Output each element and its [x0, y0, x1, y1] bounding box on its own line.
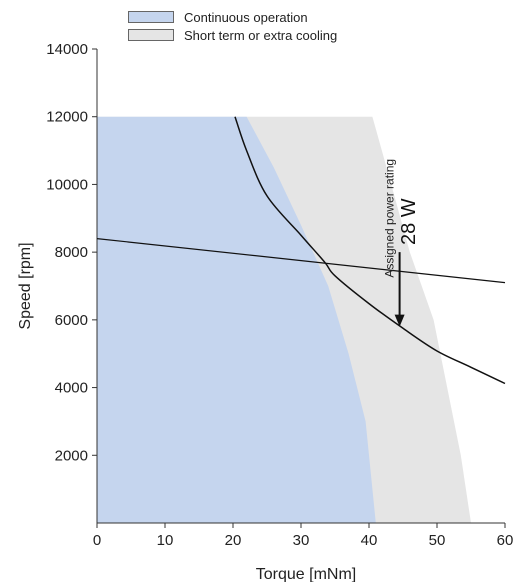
y-tick-label-8000: 8000 [55, 244, 88, 261]
legend-label-short-term: Short term or extra cooling [184, 27, 338, 43]
power-rating-curve [234, 116, 506, 385]
power-arrow-head [394, 314, 405, 327]
y-tick-label-12000: 12000 [46, 109, 88, 126]
legend: Continuous operation Short term or extra… [128, 8, 337, 44]
annotation-assigned-power-rating: Assigned power rating [383, 159, 397, 278]
x-tick-label-20: 20 [225, 532, 242, 549]
x-tick-label-30: 30 [293, 532, 310, 549]
legend-swatch-short-term [128, 29, 174, 41]
y-tick-label-4000: 4000 [55, 380, 88, 397]
x-tick-label-50: 50 [429, 532, 446, 549]
legend-swatch-continuous [128, 11, 174, 23]
y-axis-label: Speed [rpm] [17, 242, 34, 329]
speed-torque-line [96, 238, 506, 284]
legend-item-short-term: Short term or extra cooling [128, 26, 337, 44]
legend-label-continuous: Continuous operation [184, 9, 308, 25]
annotation-28w: 28 W [398, 198, 420, 245]
x-axis-label: Torque [mNm] [256, 566, 356, 582]
y-tick-label-10000: 10000 [46, 176, 88, 193]
y-tick-label-6000: 6000 [55, 312, 88, 329]
y-tick-label-14000: 14000 [46, 41, 88, 58]
x-tick-label-60: 60 [497, 532, 514, 549]
legend-item-continuous: Continuous operation [128, 8, 337, 26]
y-tick-label-2000: 2000 [55, 447, 88, 464]
x-tick-label-0: 0 [93, 532, 101, 549]
region-continuous [97, 116, 376, 523]
x-tick-label-10: 10 [157, 532, 174, 549]
x-tick-label-40: 40 [361, 532, 378, 549]
